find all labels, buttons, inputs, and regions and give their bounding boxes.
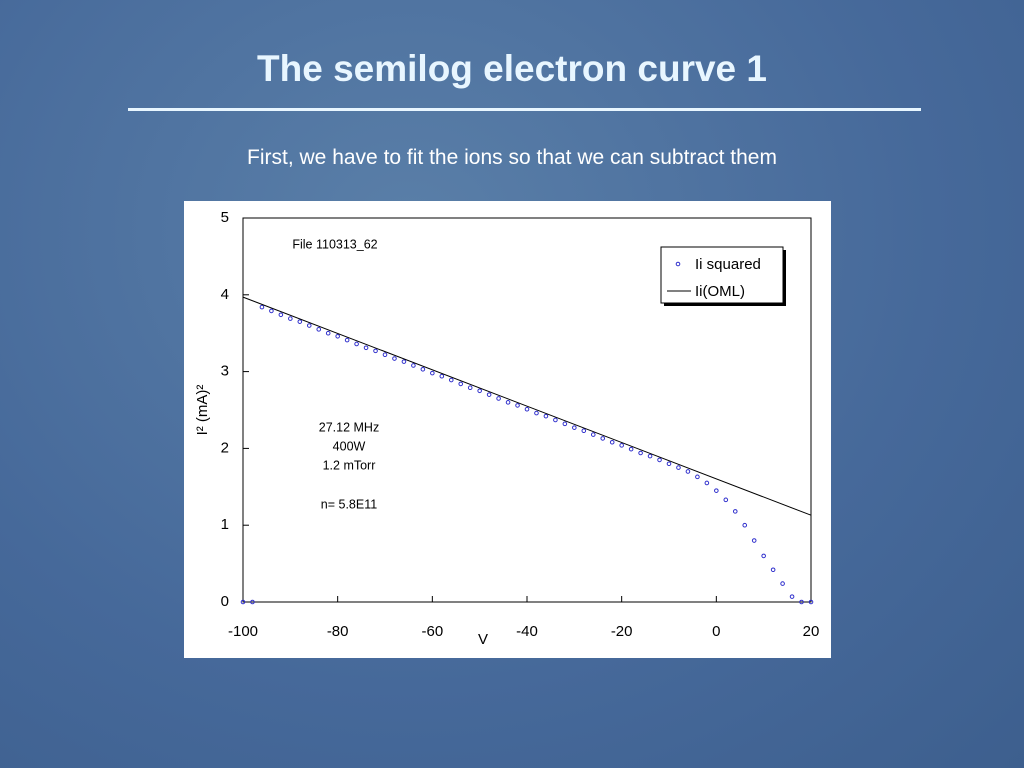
data-point bbox=[638, 450, 643, 456]
slide-subtitle: First, we have to fit the ions so that w… bbox=[247, 146, 777, 169]
data-point bbox=[723, 497, 729, 503]
data-point bbox=[751, 538, 757, 543]
data-point bbox=[572, 425, 577, 430]
y-tick-label: 5 bbox=[221, 209, 229, 226]
data-point bbox=[628, 446, 634, 452]
data-point bbox=[288, 316, 293, 321]
data-point bbox=[278, 312, 284, 318]
y-tick-label: 0 bbox=[221, 593, 229, 610]
data-point bbox=[458, 381, 464, 387]
data-point bbox=[704, 480, 710, 486]
legend-marker bbox=[675, 261, 681, 267]
x-tick-label: -20 bbox=[611, 623, 633, 640]
data-point bbox=[505, 400, 511, 405]
x-tick-label: -100 bbox=[228, 623, 258, 640]
data-point bbox=[543, 413, 549, 419]
data-point bbox=[714, 488, 719, 493]
y-tick-label: 2 bbox=[221, 439, 229, 456]
data-point bbox=[695, 474, 700, 480]
data-point bbox=[770, 567, 776, 573]
data-point bbox=[240, 599, 246, 605]
data-point bbox=[411, 363, 416, 368]
x-tick-label: 0 bbox=[712, 623, 720, 640]
data-point bbox=[392, 356, 397, 361]
data-point bbox=[335, 333, 340, 339]
data-point bbox=[250, 599, 255, 605]
data-point bbox=[420, 366, 426, 372]
data-point bbox=[524, 406, 530, 412]
data-point bbox=[401, 359, 407, 364]
data-point bbox=[354, 341, 359, 347]
data-point bbox=[306, 323, 312, 328]
title-rule bbox=[128, 108, 921, 111]
data-point bbox=[477, 388, 482, 394]
data-point bbox=[761, 553, 766, 559]
data-point bbox=[269, 308, 274, 314]
data-point bbox=[448, 377, 454, 383]
data-point bbox=[562, 421, 568, 427]
data-point bbox=[666, 461, 672, 467]
data-point bbox=[600, 436, 606, 441]
data-point bbox=[808, 599, 814, 605]
legend bbox=[660, 246, 784, 304]
data-point bbox=[515, 403, 520, 408]
data-point bbox=[344, 337, 350, 343]
x-tick-label: 20 bbox=[803, 623, 820, 640]
y-tick-label: 3 bbox=[221, 363, 229, 380]
annotation: 27.12 MHz bbox=[319, 420, 379, 434]
data-point bbox=[439, 373, 445, 379]
data-point bbox=[780, 581, 785, 586]
data-point bbox=[496, 396, 501, 401]
data-point bbox=[590, 432, 596, 437]
data-point bbox=[732, 509, 738, 514]
fit-line bbox=[242, 296, 812, 516]
data-point bbox=[647, 453, 653, 459]
data-point bbox=[619, 443, 624, 448]
data-point bbox=[685, 469, 691, 474]
data-point bbox=[609, 439, 615, 445]
legend-label: Ii(OML) bbox=[695, 283, 745, 300]
y-axis-label: I² (mA)² bbox=[194, 385, 211, 436]
data-point bbox=[799, 599, 804, 605]
y-tick-label: 1 bbox=[221, 516, 229, 533]
x-axis-label: V bbox=[478, 631, 488, 648]
annotation: File 110313_62 bbox=[292, 237, 377, 251]
legend-label: Ii squared bbox=[695, 256, 761, 273]
data-point bbox=[657, 457, 662, 463]
data-point bbox=[259, 304, 265, 310]
data-point bbox=[676, 465, 681, 470]
data-point bbox=[553, 417, 558, 423]
data-point bbox=[534, 410, 539, 416]
data-point bbox=[486, 392, 492, 397]
data-point bbox=[297, 319, 303, 324]
data-point bbox=[363, 345, 369, 351]
annotation: 400W bbox=[333, 439, 366, 453]
data-point bbox=[742, 522, 748, 528]
data-point bbox=[430, 370, 435, 376]
data-point bbox=[325, 330, 331, 336]
x-tick-label: -80 bbox=[327, 623, 349, 640]
data-point bbox=[373, 348, 378, 354]
y-tick-label: 4 bbox=[221, 286, 229, 303]
annotation: 1.2 mTorr bbox=[323, 458, 376, 472]
x-tick-label: -60 bbox=[421, 623, 443, 640]
data-point bbox=[581, 428, 587, 434]
data-point bbox=[382, 352, 388, 358]
annotation: n= 5.8E11 bbox=[321, 497, 377, 511]
slide-title: The semilog electron curve 1 bbox=[257, 48, 767, 89]
x-tick-label: -40 bbox=[516, 623, 538, 640]
data-point bbox=[789, 594, 795, 599]
data-point bbox=[316, 327, 322, 332]
data-point bbox=[467, 385, 473, 391]
